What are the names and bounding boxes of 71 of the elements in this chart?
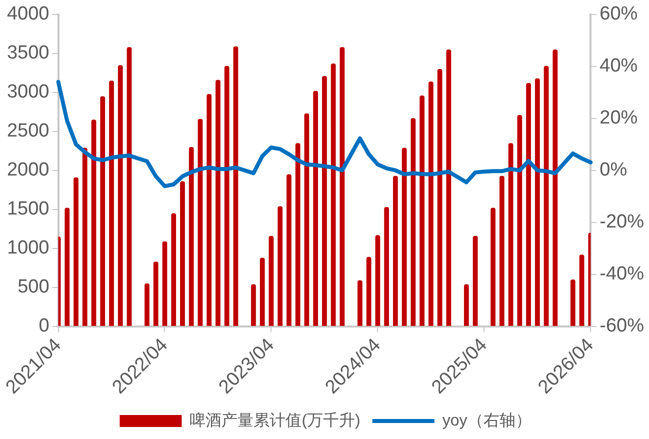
bar bbox=[330, 64, 336, 326]
bar bbox=[526, 83, 531, 326]
bar bbox=[64, 208, 70, 326]
bar bbox=[144, 283, 150, 326]
y-tick-label: 4000 bbox=[6, 4, 50, 25]
bar bbox=[375, 235, 380, 326]
bar bbox=[499, 176, 504, 326]
bar bbox=[570, 280, 576, 326]
y-tick-label: 500 bbox=[18, 276, 50, 298]
y-tick-label: 3000 bbox=[6, 82, 50, 103]
y2-tick-label: 20% bbox=[600, 108, 638, 129]
y2-tick-label: -40% bbox=[600, 264, 644, 285]
bar bbox=[544, 66, 549, 326]
y2-tick-label: 40% bbox=[600, 56, 638, 77]
bar bbox=[91, 120, 96, 326]
bar bbox=[313, 90, 318, 326]
y-tick-label: 0 bbox=[38, 316, 50, 337]
y-tick-label: 2000 bbox=[6, 160, 50, 181]
bar bbox=[428, 81, 434, 326]
bar bbox=[260, 258, 265, 326]
bar bbox=[82, 148, 88, 326]
y-tick-label: 1000 bbox=[6, 238, 50, 259]
bar bbox=[393, 176, 398, 326]
bar bbox=[410, 118, 416, 326]
bar bbox=[216, 80, 220, 326]
bar bbox=[402, 148, 407, 326]
y2-tick-label: 0% bbox=[600, 160, 628, 181]
bar bbox=[322, 76, 327, 326]
bar bbox=[180, 181, 185, 326]
legend-label: yoy（右轴） bbox=[442, 411, 532, 430]
bar bbox=[278, 206, 283, 326]
bar bbox=[358, 280, 362, 326]
bar bbox=[579, 254, 584, 326]
y2-tick-label: -60% bbox=[600, 316, 644, 337]
legend-label: 啤酒产量累计值(万千升) bbox=[190, 411, 360, 430]
y-tick-label: 2500 bbox=[6, 120, 50, 142]
bar bbox=[464, 284, 469, 326]
bar bbox=[340, 47, 345, 326]
bar bbox=[295, 143, 300, 326]
bar bbox=[118, 65, 123, 326]
bar bbox=[420, 96, 424, 326]
bar bbox=[198, 118, 203, 326]
bar bbox=[188, 146, 194, 326]
bar bbox=[268, 236, 274, 326]
y-tick-label: 3500 bbox=[6, 42, 50, 64]
bar bbox=[233, 46, 238, 326]
bar bbox=[384, 207, 390, 326]
bar bbox=[224, 66, 230, 326]
bar bbox=[109, 80, 114, 326]
bar bbox=[206, 94, 212, 326]
bar bbox=[251, 284, 256, 326]
y-tick-label: 1500 bbox=[6, 198, 50, 220]
bar bbox=[437, 68, 442, 326]
bar bbox=[153, 262, 158, 326]
y2-tick-label: 60% bbox=[600, 4, 638, 25]
bar bbox=[126, 47, 132, 326]
bar bbox=[517, 114, 522, 326]
bar bbox=[162, 241, 168, 326]
bar bbox=[552, 49, 558, 326]
bar bbox=[74, 177, 78, 326]
bar bbox=[490, 208, 496, 326]
bar bbox=[472, 236, 478, 326]
bar bbox=[366, 256, 372, 326]
y2-tick-label: -20% bbox=[600, 212, 644, 233]
bar bbox=[446, 49, 452, 326]
bar bbox=[100, 96, 106, 326]
bar bbox=[171, 213, 176, 326]
bar bbox=[534, 78, 540, 326]
bar bbox=[304, 113, 310, 326]
bar bbox=[508, 143, 514, 326]
bar bbox=[286, 174, 292, 326]
